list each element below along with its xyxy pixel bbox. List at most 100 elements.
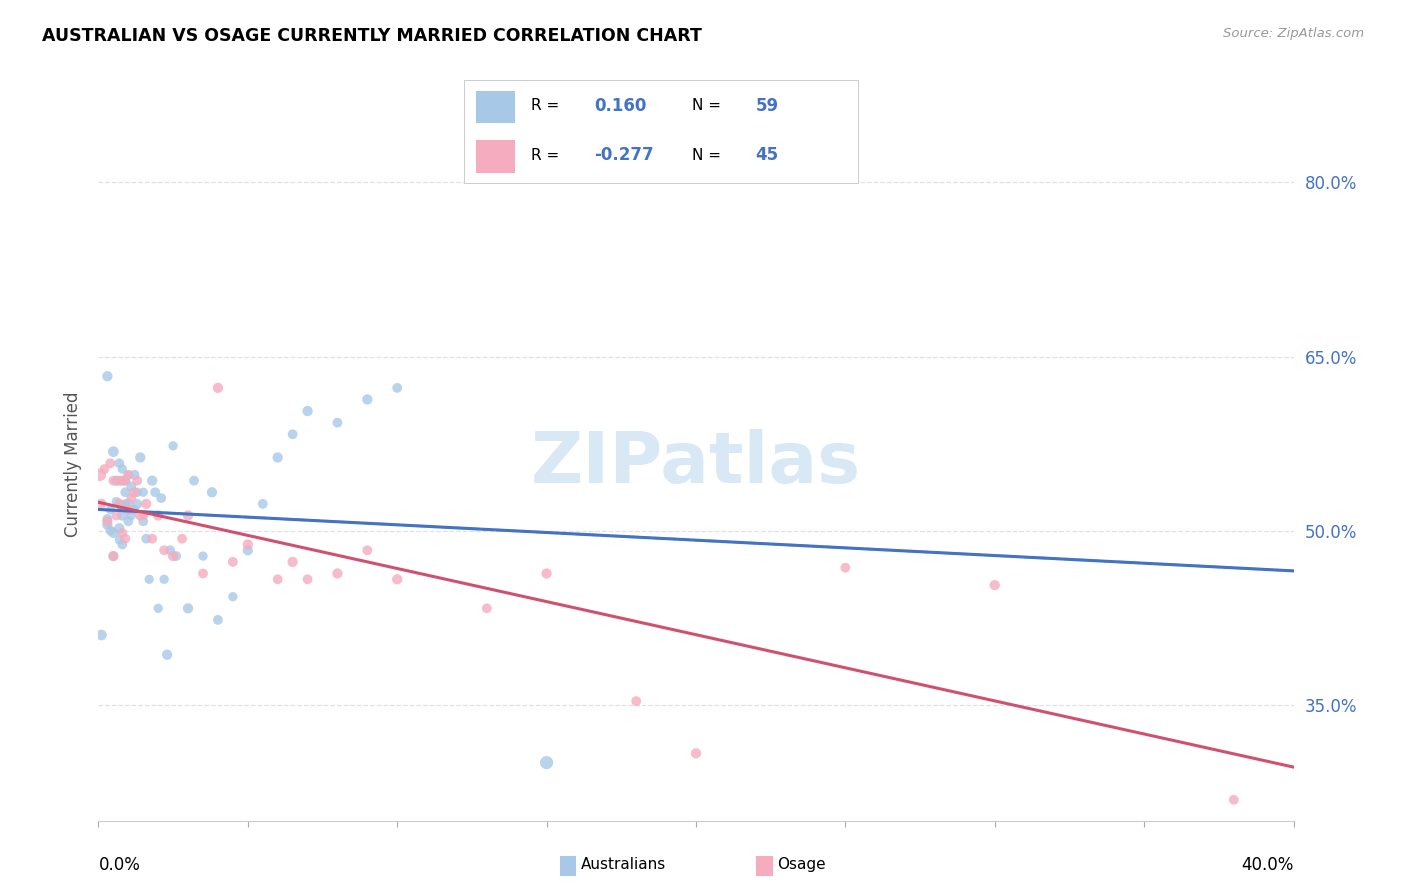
Point xyxy=(135,497,157,511)
Point xyxy=(117,467,139,482)
Point xyxy=(536,756,558,770)
Point xyxy=(117,502,139,516)
Point xyxy=(108,533,131,547)
Point xyxy=(222,590,245,604)
Point xyxy=(120,479,142,493)
Point xyxy=(108,456,131,470)
Point xyxy=(267,572,290,586)
Point xyxy=(236,543,259,558)
Point xyxy=(153,572,176,586)
Point xyxy=(132,485,155,500)
Point xyxy=(93,462,115,476)
Bar xyxy=(475,140,515,173)
Text: Source: ZipAtlas.com: Source: ZipAtlas.com xyxy=(1223,27,1364,40)
Point xyxy=(177,508,200,523)
Point xyxy=(143,485,166,500)
Point xyxy=(124,467,146,482)
Point xyxy=(108,474,131,488)
Text: AUSTRALIAN VS OSAGE CURRENTLY MARRIED CORRELATION CHART: AUSTRALIAN VS OSAGE CURRENTLY MARRIED CO… xyxy=(42,27,702,45)
Text: 40.0%: 40.0% xyxy=(1241,856,1294,874)
Point xyxy=(162,549,184,563)
Point xyxy=(201,485,224,500)
Point xyxy=(111,474,134,488)
Point xyxy=(626,694,648,708)
Point xyxy=(117,497,139,511)
Point xyxy=(153,543,176,558)
Point xyxy=(96,369,118,384)
Point xyxy=(129,450,152,465)
Point xyxy=(385,381,409,395)
Point xyxy=(252,497,274,511)
Point xyxy=(111,462,134,476)
Point xyxy=(148,601,170,615)
Point xyxy=(267,450,290,465)
Point xyxy=(356,543,378,558)
Point xyxy=(191,566,214,581)
Point xyxy=(103,525,125,540)
Text: -0.277: -0.277 xyxy=(593,146,654,164)
Point xyxy=(162,439,184,453)
Point xyxy=(120,508,142,523)
Point xyxy=(172,532,194,546)
Text: 59: 59 xyxy=(755,97,779,115)
Text: 0.160: 0.160 xyxy=(593,97,647,115)
Point xyxy=(191,549,214,563)
Text: N =: N = xyxy=(692,148,725,162)
Point xyxy=(103,474,125,488)
Point xyxy=(114,474,136,488)
Text: 0.0%: 0.0% xyxy=(98,856,141,874)
Text: ZIPatlas: ZIPatlas xyxy=(531,429,860,499)
Point xyxy=(236,537,259,551)
Point xyxy=(1223,793,1246,807)
Point xyxy=(108,497,131,511)
Text: N =: N = xyxy=(692,98,725,113)
Text: 45: 45 xyxy=(755,146,779,164)
Point xyxy=(96,514,118,528)
Point xyxy=(114,532,136,546)
Point xyxy=(165,549,187,563)
Point xyxy=(297,572,319,586)
Point xyxy=(96,512,118,526)
Point xyxy=(124,485,146,500)
Text: Australians: Australians xyxy=(581,857,666,872)
Bar xyxy=(475,91,515,123)
Point xyxy=(111,508,134,523)
Point xyxy=(114,497,136,511)
Point xyxy=(114,474,136,488)
Point xyxy=(326,416,349,430)
Point xyxy=(159,543,181,558)
Point xyxy=(141,532,163,546)
Point xyxy=(103,444,125,458)
Point xyxy=(100,456,122,470)
Point xyxy=(281,555,304,569)
Point xyxy=(105,474,128,488)
Point xyxy=(141,474,163,488)
Point xyxy=(135,532,157,546)
Point xyxy=(536,566,558,581)
Point xyxy=(120,491,142,505)
Point xyxy=(475,601,498,615)
Point xyxy=(132,514,155,528)
Point xyxy=(103,549,125,563)
Point xyxy=(177,601,200,615)
Point xyxy=(281,427,304,442)
Point xyxy=(124,502,146,516)
Point xyxy=(89,467,111,482)
Point xyxy=(127,474,149,488)
Point xyxy=(117,514,139,528)
Point xyxy=(105,494,128,508)
Y-axis label: Currently Married: Currently Married xyxy=(63,391,82,537)
Point xyxy=(385,572,409,586)
Point xyxy=(100,502,122,516)
Point xyxy=(984,578,1007,592)
Point xyxy=(297,404,319,418)
Point xyxy=(685,747,707,761)
Point xyxy=(90,628,112,642)
Point xyxy=(148,508,170,523)
Point xyxy=(105,508,128,523)
Point xyxy=(356,392,378,407)
Point xyxy=(207,381,229,395)
Point xyxy=(834,560,856,574)
Point xyxy=(156,648,179,662)
Text: R =: R = xyxy=(531,148,564,162)
